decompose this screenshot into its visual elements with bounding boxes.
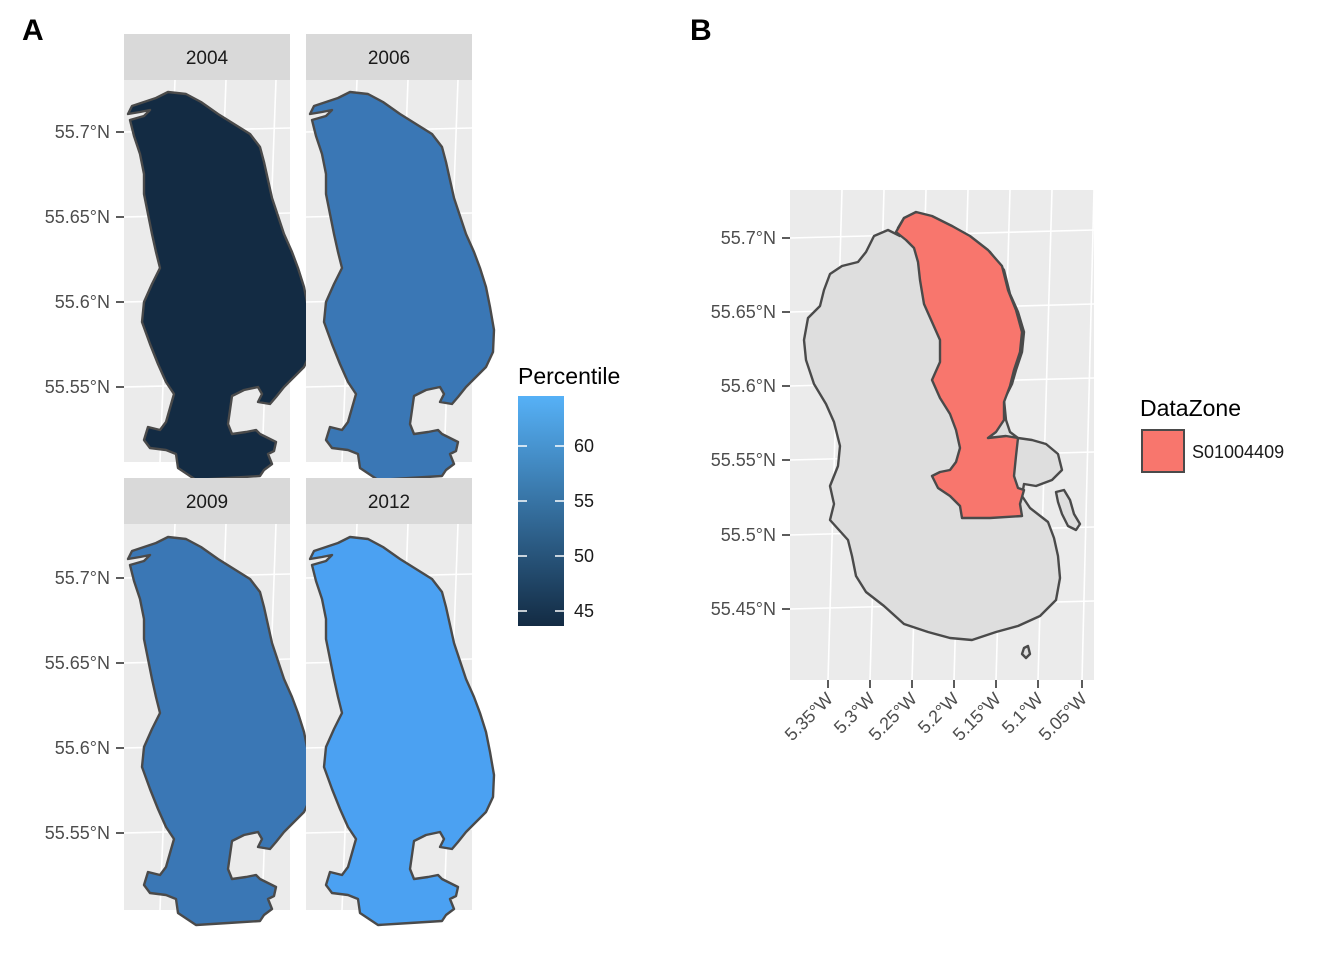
facet-2004: 2004 xyxy=(124,34,314,482)
panel-b-x-axis: 5.35°W 5.3°W 5.25°W 5.2°W 5.15°W 5.1°W 5… xyxy=(781,680,1091,745)
facet-2006: 2006 xyxy=(306,34,496,482)
y-tick-label: 55.7°N xyxy=(721,228,776,248)
colorbar-tick-label: 60 xyxy=(574,436,594,456)
percentile-legend: Percentile 60 55 50 45 xyxy=(518,363,620,626)
y-tick-label: 55.7°N xyxy=(55,122,110,142)
colorbar-tick-label: 45 xyxy=(574,601,594,621)
y-tick-label: 55.55°N xyxy=(45,377,110,397)
y-tick-label: 55.5°N xyxy=(721,525,776,545)
panel-b-map xyxy=(789,189,1095,681)
facet-2009: 2009 xyxy=(124,478,314,927)
panel-b-label: B xyxy=(690,14,712,47)
y-tick-label: 55.45°N xyxy=(711,599,776,619)
facet-title: 2006 xyxy=(368,48,410,69)
islet-east xyxy=(1054,488,1082,532)
panel-a-label: A xyxy=(22,14,44,47)
x-tick-label: 5.15°W xyxy=(949,689,1005,745)
legend-key-swatch xyxy=(1141,429,1185,473)
facet-title: 2009 xyxy=(186,492,228,513)
y-tick-label: 55.6°N xyxy=(721,376,776,396)
panel-a-y-axis-top: 55.7°N 55.65°N 55.6°N 55.55°N xyxy=(45,122,124,397)
y-tick-label: 55.65°N xyxy=(711,302,776,322)
facet-strip xyxy=(306,478,472,524)
y-tick-label: 55.55°N xyxy=(711,450,776,470)
facet-title: 2004 xyxy=(186,48,229,69)
legend-key-label: S01004409 xyxy=(1192,442,1284,462)
y-tick-label: 55.65°N xyxy=(45,653,110,673)
colorbar xyxy=(518,396,564,626)
facet-2012: 2012 xyxy=(306,478,496,927)
panel-b-y-axis: 55.7°N 55.65°N 55.6°N 55.55°N 55.5°N 55.… xyxy=(711,228,790,619)
datazone-legend: DataZone S01004409 xyxy=(1140,395,1284,473)
colorbar-tick-label: 50 xyxy=(574,546,594,566)
x-tick-label: 5.05°W xyxy=(1035,689,1091,745)
legend-title: DataZone xyxy=(1140,395,1241,421)
colorbar-tick-label: 55 xyxy=(574,491,594,511)
datazone-highlight xyxy=(894,210,1026,520)
x-tick-label: 5.25°W xyxy=(865,689,921,745)
y-tick-label: 55.7°N xyxy=(55,568,110,588)
x-tick-label: 5.35°W xyxy=(781,689,837,745)
facet-title: 2012 xyxy=(368,492,410,513)
facet-strip xyxy=(306,34,472,80)
facet-strip xyxy=(124,478,290,524)
panel-a-y-axis-bottom: 55.7°N 55.65°N 55.6°N 55.55°N xyxy=(45,568,124,843)
legend-title: Percentile xyxy=(518,363,620,389)
islet-south xyxy=(1020,644,1032,660)
facet-strip xyxy=(124,34,290,80)
y-tick-label: 55.6°N xyxy=(55,738,110,758)
y-tick-label: 55.65°N xyxy=(45,207,110,227)
y-tick-label: 55.6°N xyxy=(55,292,110,312)
y-tick-label: 55.55°N xyxy=(45,823,110,843)
